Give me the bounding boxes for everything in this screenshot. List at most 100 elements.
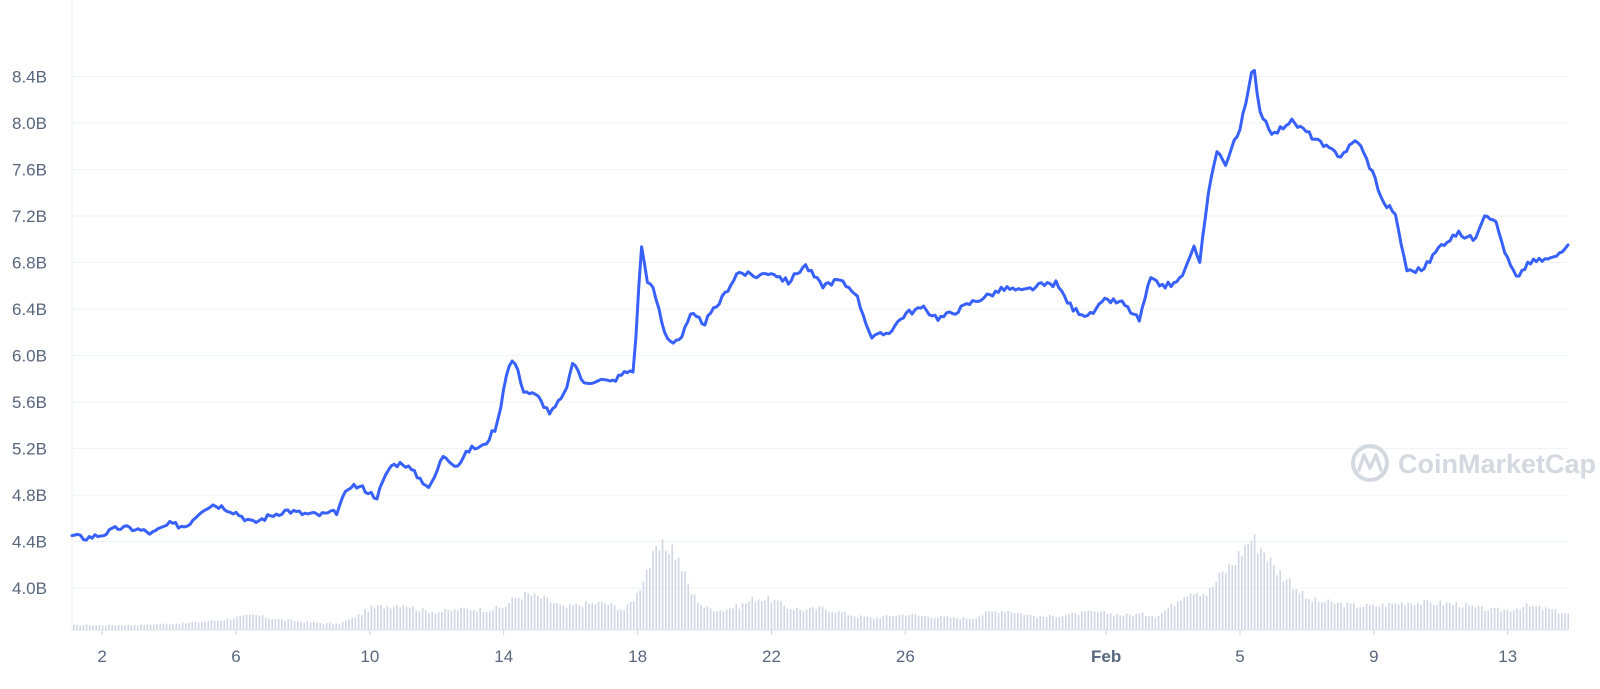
volume-bar [341,621,344,630]
volume-bar [133,625,136,630]
volume-bar [671,544,673,630]
volume-bar [1001,611,1003,630]
volume-bar [786,608,789,630]
volume-bar [668,554,670,630]
volume-bar [92,625,94,630]
volume-bar [921,615,923,630]
volume-bar [1119,615,1121,630]
volume-bar [828,611,830,630]
volume-bar [972,618,974,630]
volume-bar [1458,607,1461,630]
volume-bar [546,597,549,630]
volume-bar [1212,586,1214,630]
volume-bar [194,621,197,630]
volume-bar [373,607,376,630]
watermark-text: CoinMarketCap [1398,449,1596,479]
volume-bar [748,601,750,630]
volume-bar [1465,603,1467,630]
volume-bar [1164,610,1166,630]
volume-bar [300,621,302,630]
volume-bar [1375,606,1377,630]
volume-bar [649,568,651,630]
volume-bar [1276,575,1278,630]
volume-bar [1532,606,1534,630]
volume-bar [681,571,683,630]
volume-bar [530,595,533,630]
volume-bar [1186,596,1189,630]
volume-bar [578,605,581,630]
volume-bar [505,606,507,630]
y-tick-label: 5.2B [12,440,47,459]
volume-bar [933,618,936,630]
volume-bar [1551,609,1553,630]
volume-bar [85,624,88,630]
volume-bar [1529,606,1531,630]
volume-bar [210,620,213,630]
volume-bar [191,622,193,630]
volume-bar [729,608,731,630]
volume-bar [805,609,808,630]
volume-bar [658,550,661,630]
volume-bar [229,619,232,630]
volume-bar [581,606,584,630]
volume-bar [722,611,725,630]
volume-bar [431,612,433,630]
volume-bar [773,599,776,630]
volume-bar [725,609,728,630]
volume-bar [1471,605,1473,630]
volume-bar [306,621,309,630]
volume-bar [447,609,449,630]
volume-bar [911,613,913,630]
volume-bar [844,611,846,630]
volume-bar [1378,606,1381,630]
volume-bar [348,619,350,630]
x-tick-label: 2 [97,647,106,666]
volume-bar [863,616,865,630]
volume-bar [121,625,123,630]
volume-bar [1058,617,1061,630]
volume-bar [281,618,283,630]
volume-bar [1362,606,1365,630]
volume-bar [1372,604,1374,630]
volume-bar [661,539,664,630]
volume-bar [1391,603,1393,630]
volume-bar [965,618,968,630]
volume-bar [1442,605,1445,630]
volume-bar [1183,597,1185,630]
volume-bar [927,616,929,630]
volume-bar [370,605,373,630]
volume-bar [1138,613,1141,630]
volume-bar [1545,607,1547,630]
volume-bar [316,622,318,630]
volume-bar [889,615,891,630]
volume-bar [1343,607,1345,630]
volume-bar [764,600,766,630]
volume-bar [1525,603,1528,630]
y-axis: 4.0B 4.4B 4.8B 5.2B 5.6B 6.0B 6.4B 6.8B 7.2B 7.6B… [12,68,47,599]
volume-bar [1180,600,1182,630]
volume-bar [623,610,625,630]
volume-bar [981,615,984,630]
volume-bar [418,611,421,630]
volume-bar [1113,615,1115,630]
volume-bar [757,599,760,630]
volume-bar [908,614,910,630]
volume-bar [351,617,353,630]
volume-bar [1145,615,1147,630]
volume-bar [754,601,757,630]
volume-bar [834,613,837,630]
volume-bar [1065,615,1067,630]
volume-bar [821,606,824,630]
x-tick-label: 22 [762,647,781,666]
volume-bar [940,615,942,630]
volume-bar [1090,610,1093,630]
volume-bar [1285,579,1288,630]
volume-bar [713,611,715,630]
volume-bar [1004,612,1006,630]
volume-bar [1305,598,1307,630]
volume-bar [946,616,949,630]
x-axis: 2 6 10 14 18 22 26 Feb 5 9 13 [97,630,1517,666]
volume-bar [770,603,773,630]
volume-bar [857,617,859,630]
volume-bar [1410,603,1413,630]
